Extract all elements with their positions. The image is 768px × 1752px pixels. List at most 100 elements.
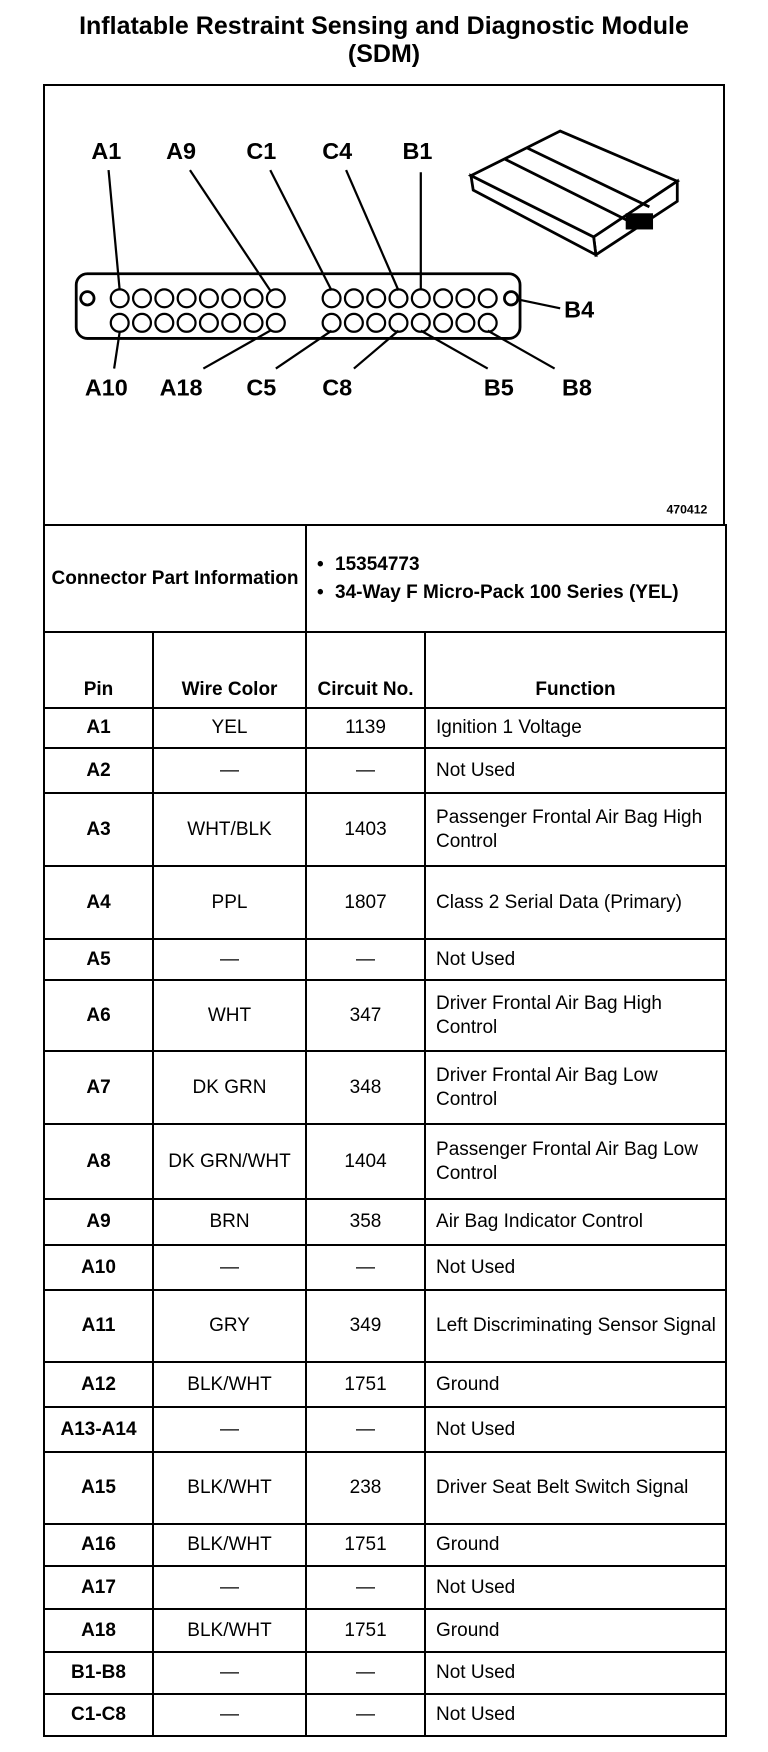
table-body: Connector Part Information 15354773 34-W… [42, 524, 728, 1737]
column-header: Wire Color [151, 631, 308, 709]
function: Not Used [424, 1244, 728, 1291]
pin-label: C5 [246, 374, 276, 400]
circuit-number: — [305, 1651, 427, 1695]
pin [221, 312, 242, 333]
function: Not Used [424, 1651, 728, 1695]
pin-label: A9 [166, 138, 196, 164]
pin [343, 312, 364, 333]
wire-color: DK GRN [151, 1050, 308, 1125]
pin-label: B8 [562, 374, 592, 400]
circuit-number: 1404 [305, 1123, 427, 1200]
pin [176, 288, 197, 309]
function: Not Used [424, 1406, 728, 1453]
wire-color: GRY [151, 1289, 308, 1363]
wire-color: BLK/WHT [151, 1361, 308, 1408]
connector-item: 34-Way F Micro-Pack 100 Series (YEL) [317, 582, 719, 604]
pin: A16 [43, 1523, 154, 1567]
circuit-number: 1139 [305, 707, 427, 749]
connector-drawing [74, 272, 522, 340]
connector-label: Connector Part Information [42, 524, 308, 633]
table-row: A10— — Not Used [43, 1244, 728, 1291]
pin [433, 312, 454, 333]
function: Passenger Frontal Air Bag High Control [424, 792, 728, 867]
table-row: A3 WHT/BLK 1403 Passenger Frontal Air Bag H… [43, 792, 728, 867]
pin: A4 [43, 865, 154, 940]
pin [366, 288, 387, 309]
wire-color: — [151, 1565, 308, 1610]
pin [176, 312, 197, 333]
pin: A8 [43, 1123, 154, 1200]
pin [131, 312, 153, 333]
pin [198, 288, 219, 309]
pins [109, 288, 498, 333]
pin: C1-C8 [43, 1693, 154, 1737]
wire-color: BLK/WHT [151, 1608, 308, 1653]
pin [198, 312, 219, 333]
circuit-number: — [305, 938, 427, 981]
pin [366, 312, 387, 333]
function: Ground [424, 1608, 728, 1653]
connector-diagram: 470412 A1 A9 C1 C4 B1 B4 A10 A18 C5 C8 B5 B8 [43, 84, 725, 524]
function: Left Discriminating Sensor Signal [424, 1289, 728, 1363]
connector-row: Connector Part Information 15354773 34-W… [42, 524, 728, 633]
circuit-number: 238 [305, 1451, 427, 1525]
wire-color: — [151, 747, 308, 794]
circuit-number: 358 [305, 1198, 427, 1246]
pinout-table: Connector Part Information 15354773 34-W… [42, 524, 728, 1737]
table-row: A2— — Not Used [43, 747, 728, 794]
pin-label: C1 [246, 138, 276, 164]
pin: A3 [43, 792, 154, 867]
pin-label: C4 [322, 138, 352, 164]
table-row: A15 BLK/WHT 238 Driver Seat Belt Switch Sig… [43, 1451, 728, 1525]
circuit-number: 348 [305, 1050, 427, 1125]
table-row: B1-B8— — Not Used [43, 1651, 728, 1695]
pin: A6 [43, 979, 154, 1052]
wire-color: — [151, 1244, 308, 1291]
leader-lines [107, 169, 561, 370]
table-row: A6 WHT 347 Driver Frontal Air Bag High Cont… [43, 979, 728, 1052]
pin [410, 312, 431, 333]
function: Driver Frontal Air Bag Low Control [424, 1050, 728, 1125]
circuit-number: — [305, 1565, 427, 1610]
pin [243, 288, 264, 309]
wire-color: BRN [151, 1198, 308, 1246]
pin-label: C8 [322, 374, 352, 400]
function: Ground [424, 1523, 728, 1567]
module-illustration [467, 129, 681, 258]
wire-color: DK GRN/WHT [151, 1123, 308, 1200]
function: Not Used [424, 1565, 728, 1610]
pin [477, 312, 498, 333]
function: Air Bag Indicator Control [424, 1198, 728, 1246]
pin [243, 312, 264, 333]
figure-number: 470412 [666, 503, 707, 517]
pin-label: B5 [484, 374, 514, 400]
function: Passenger Frontal Air Bag Low Control [424, 1123, 728, 1200]
pin: A5 [43, 938, 154, 981]
function: Not Used [424, 1693, 728, 1737]
pin: A2 [43, 747, 154, 794]
pin-label: B1 [402, 138, 432, 164]
wire-color: WHT/BLK [151, 792, 308, 867]
pin [455, 312, 476, 333]
table-row: A8 DK GRN/WHT 1404 Passenger Frontal Air Ba… [43, 1123, 728, 1200]
pin [109, 312, 130, 333]
pin: A15 [43, 1451, 154, 1525]
pin [321, 312, 342, 333]
pin [265, 312, 286, 333]
pin [343, 288, 364, 309]
table-row: A5— — Not Used [43, 938, 728, 981]
pin-label: A1 [91, 138, 121, 164]
wire-color: YEL [151, 707, 308, 749]
circuit-number: — [305, 1406, 427, 1453]
table-row: A18 BLK/WHT 1751 Ground [43, 1608, 728, 1653]
function: Not Used [424, 747, 728, 794]
pin: A18 [43, 1608, 154, 1653]
pin [109, 288, 130, 309]
circuit-number: — [305, 747, 427, 794]
wire-color: BLK/WHT [151, 1523, 308, 1567]
pin [455, 288, 476, 309]
function: Class 2 Serial Data (Primary) [424, 865, 728, 940]
circuit-number: 1403 [305, 792, 427, 867]
table-row: A4 PPL 1807 Class 2 Serial Data (Primary) [43, 865, 728, 940]
